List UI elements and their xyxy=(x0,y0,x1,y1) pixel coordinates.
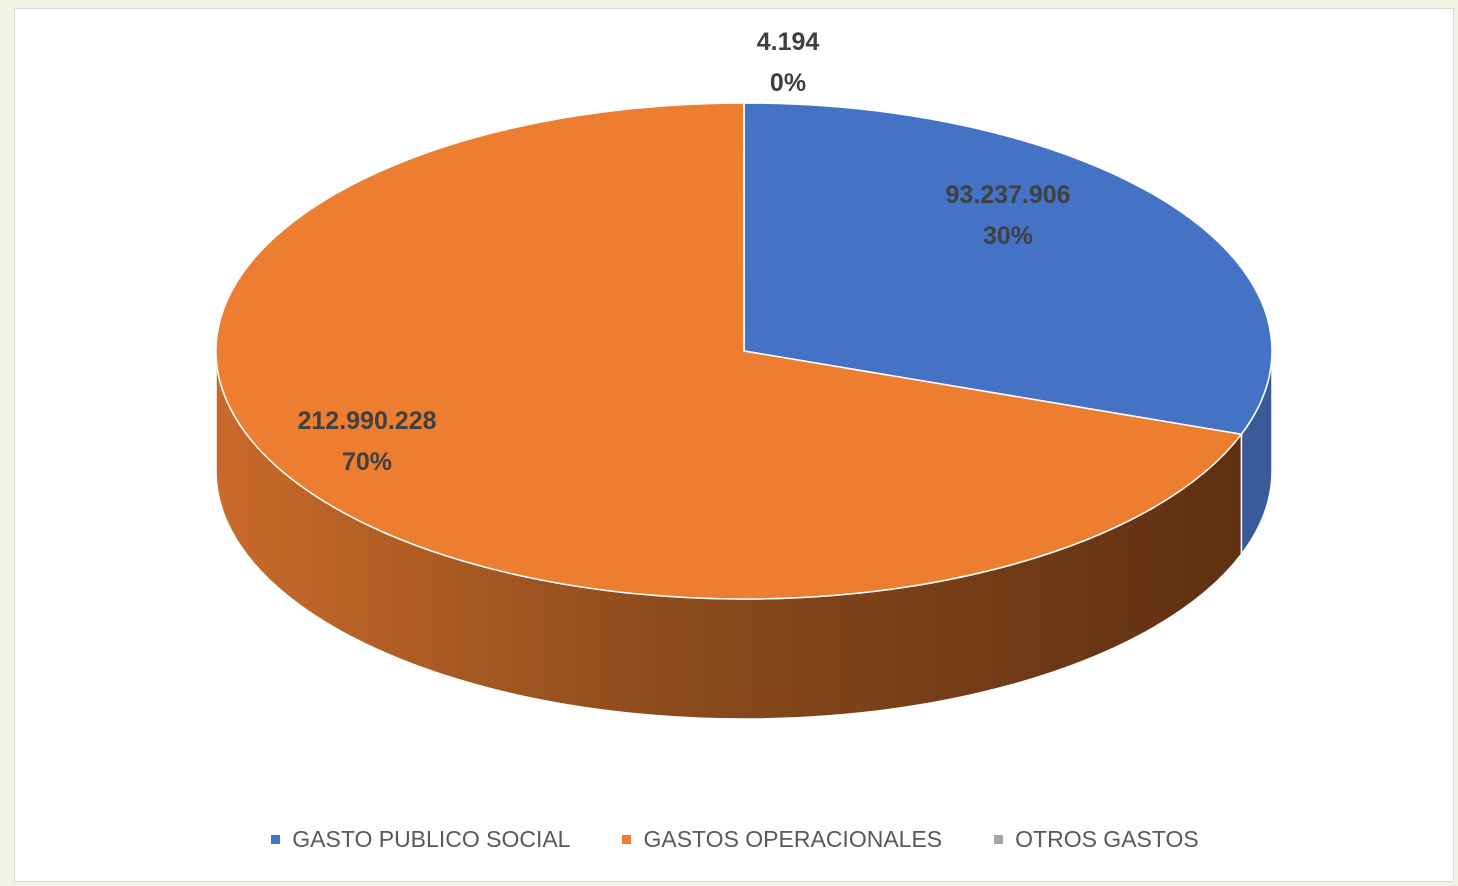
slice-value-label: 93.237.906 xyxy=(945,181,1071,209)
legend-swatch xyxy=(994,835,1004,844)
data-label-gastos-operacionales: 212.990.228 70% xyxy=(297,401,436,483)
legend-label: GASTO PUBLICO SOCIAL xyxy=(292,826,571,852)
legend-label: OTROS GASTOS xyxy=(1015,826,1199,852)
pie-slice-gastos-operacionales xyxy=(215,102,1243,600)
slice-percent-label: 30% xyxy=(982,222,1034,250)
legend-swatch xyxy=(271,835,281,844)
slice-value-label: 4.194 xyxy=(756,28,820,56)
legend-item-gasto-publico-social: GASTO PUBLICO SOCIAL xyxy=(271,826,570,853)
slice-value-label: 212.990.228 xyxy=(297,407,437,435)
data-label-otros-gastos: 4.194 0% xyxy=(757,22,820,104)
data-label-gasto-publico-social: 93.237.906 30% xyxy=(945,175,1070,257)
legend-item-otros-gastos: OTROS GASTOS xyxy=(994,826,1199,853)
pie-top-slices xyxy=(215,102,1273,600)
pie-chart xyxy=(215,102,1273,720)
slice-percent-label: 0% xyxy=(769,69,807,97)
chart-legend: GASTO PUBLICO SOCIAL GASTOS OPERACIONALE… xyxy=(15,826,1455,853)
legend-item-gastos-operacionales: GASTOS OPERACIONALES xyxy=(622,826,942,853)
chart-frame: 93.237.906 30% 212.990.228 70% 4.194 0% … xyxy=(14,8,1454,882)
legend-swatch xyxy=(622,835,632,844)
pie-slice-gasto-publico-social xyxy=(743,102,1273,436)
slice-percent-label: 70% xyxy=(341,448,393,476)
legend-label: GASTOS OPERACIONALES xyxy=(643,826,943,852)
